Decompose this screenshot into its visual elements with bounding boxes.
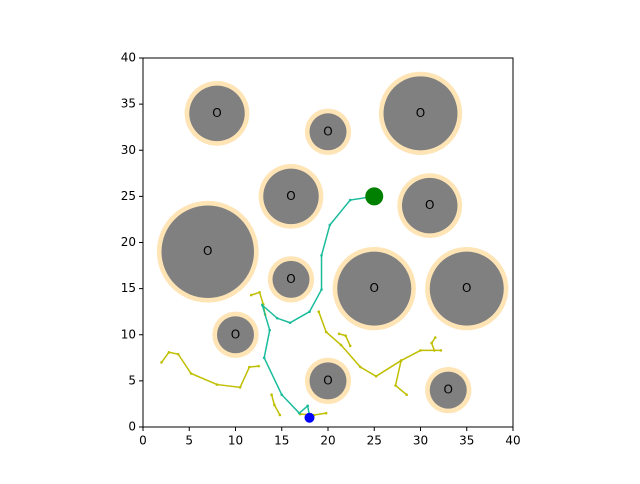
obstacle-label: O	[425, 198, 434, 212]
tree-node	[288, 321, 292, 325]
tree-node	[439, 349, 443, 352]
tree-node	[348, 344, 352, 348]
tree-node	[257, 364, 260, 368]
tree-node	[176, 352, 180, 356]
obstacle-label: O	[416, 106, 425, 120]
tree-node	[324, 330, 328, 334]
plot-area: O O O O O O O O O O O O	[156, 71, 509, 423]
tree-node	[278, 413, 282, 417]
tree-node	[348, 198, 352, 202]
tree-node	[167, 350, 171, 354]
tree-node	[320, 288, 323, 291]
tree-node	[261, 303, 264, 307]
tree-node	[268, 328, 272, 332]
tree-node	[238, 386, 242, 389]
tree-path	[160, 351, 259, 389]
tree-node	[270, 393, 273, 397]
x-tick-label: 5	[185, 434, 193, 448]
y-tick-label: 5	[128, 373, 136, 387]
obstacle-label: O	[212, 106, 221, 120]
tree-node	[434, 336, 437, 339]
obstacle	[429, 251, 504, 326]
tree-node	[298, 411, 301, 415]
obstacle-label: O	[444, 383, 453, 397]
tree-node	[275, 316, 279, 320]
y-tick-label: 20	[121, 235, 136, 249]
x-tick-label: 15	[274, 434, 289, 448]
x-tick-label: 25	[367, 434, 382, 448]
start	[304, 412, 315, 423]
y-tick-label: 25	[121, 189, 136, 203]
tree-node	[339, 343, 343, 347]
tree-node	[262, 356, 266, 360]
x-tick-label: 35	[459, 434, 474, 448]
y-tick-label: 10	[121, 327, 136, 341]
y-tick-label: 30	[121, 143, 136, 157]
tree-node	[374, 374, 378, 378]
tree-node	[419, 349, 422, 352]
tree-node	[306, 404, 309, 408]
x-tick-label: 40	[505, 434, 520, 448]
y-tick-label: 15	[121, 281, 136, 295]
tree-node	[394, 384, 397, 387]
tree-node	[189, 372, 193, 375]
tree-path	[318, 311, 441, 378]
y-tick-label: 40	[121, 51, 136, 65]
tree-node	[280, 393, 284, 397]
obstacle-label: O	[286, 272, 295, 286]
obstacle	[402, 177, 458, 234]
obstacle	[263, 168, 319, 225]
goal	[365, 187, 384, 206]
obstacle	[309, 113, 347, 151]
tree-node	[324, 411, 328, 415]
tree-node	[320, 254, 323, 257]
obstacle-label: O	[323, 124, 332, 138]
x-tick-label: 10	[228, 434, 243, 448]
tree-node	[248, 365, 251, 369]
x-tick-label: 30	[413, 434, 428, 448]
tree-node	[160, 361, 163, 364]
x-tick-label: 0	[139, 434, 147, 448]
obstacle	[189, 85, 245, 142]
obstacle-label: O	[231, 327, 240, 341]
obstacle	[337, 251, 412, 326]
tree-node	[399, 359, 403, 362]
tree-node	[433, 349, 436, 352]
obstacle-label: O	[286, 189, 295, 203]
tree-node	[430, 341, 433, 345]
y-tick-label: 35	[121, 97, 136, 111]
tree-node	[344, 334, 347, 337]
tree-node	[328, 223, 332, 227]
tree-node	[337, 332, 341, 336]
tree-node	[273, 403, 276, 407]
y-tick-label: 0	[128, 420, 136, 434]
obstacle-label: O	[203, 244, 212, 258]
tree-node	[317, 310, 321, 313]
obstacle-label: O	[370, 281, 379, 295]
obstacle-label: O	[462, 281, 471, 295]
tree-node	[308, 310, 311, 313]
tree-node	[405, 393, 408, 397]
obstacle	[272, 260, 310, 298]
obstacle	[161, 205, 254, 298]
obstacle	[429, 371, 467, 409]
tree-node	[359, 365, 362, 369]
tree-node	[249, 293, 253, 297]
obstacle	[217, 316, 254, 354]
obstacle	[309, 362, 347, 400]
tree-node	[215, 383, 219, 386]
x-tick-label: 20	[320, 434, 335, 448]
tree-node	[258, 291, 261, 294]
obstacle	[383, 76, 458, 151]
obstacle-label: O	[323, 373, 332, 387]
